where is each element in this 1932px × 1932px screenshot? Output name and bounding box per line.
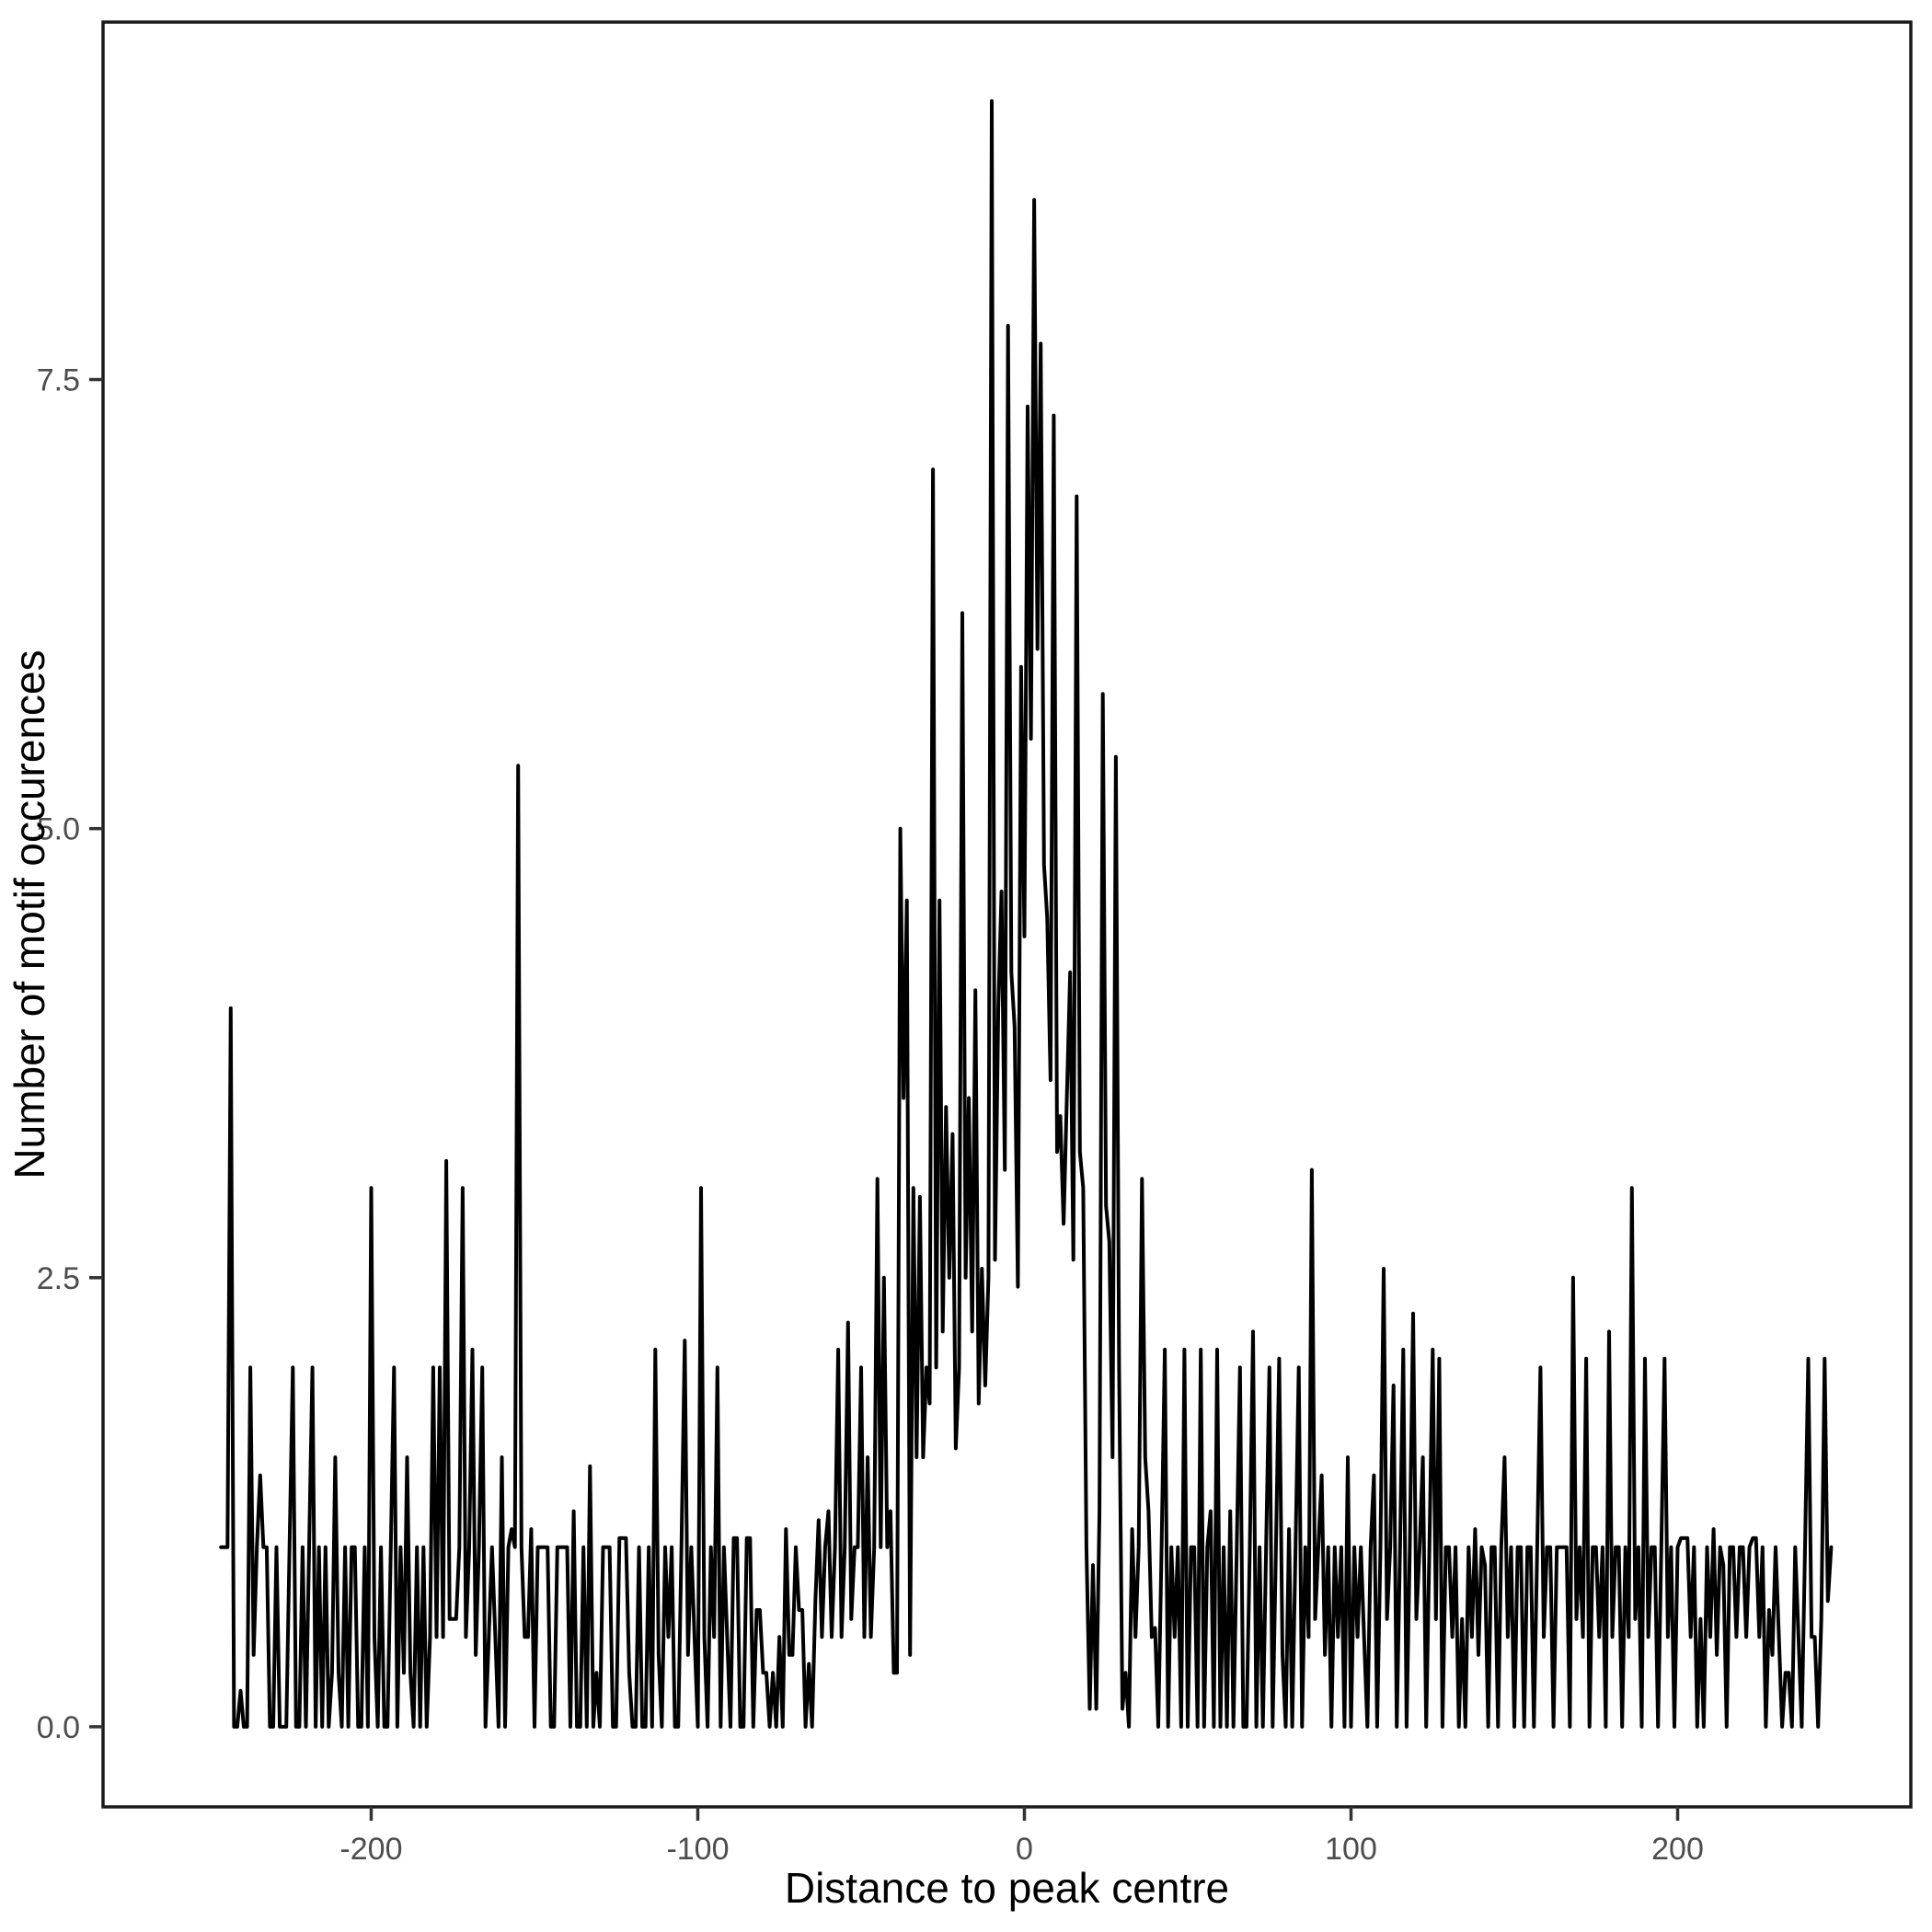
y-tick-label: 5.0 bbox=[37, 812, 80, 847]
x-axis-title: Distance to peak centre bbox=[785, 1864, 1229, 1912]
panel: -200 -100 0 100 200 0.0 2.5 5.0 7.5 bbox=[37, 20, 1913, 1867]
x-tick-label: -200 bbox=[339, 1832, 402, 1867]
x-tick-label: -100 bbox=[666, 1832, 729, 1867]
series-layer bbox=[219, 98, 1834, 1729]
x-tick-label: 200 bbox=[1651, 1832, 1704, 1867]
x-tick-label: 0 bbox=[1016, 1832, 1033, 1867]
panel-border bbox=[101, 20, 1913, 1809]
y-axis-ticks bbox=[89, 377, 103, 1729]
y-tick-label: 7.5 bbox=[37, 363, 80, 398]
motif-line bbox=[219, 98, 1834, 1729]
x-tick-label: 100 bbox=[1325, 1832, 1377, 1867]
y-axis-title: Number of motif occurences bbox=[6, 650, 53, 1179]
x-axis-tick-labels: -200 -100 0 100 200 bbox=[339, 1832, 1703, 1867]
x-axis-ticks bbox=[369, 1807, 1680, 1821]
y-axis-tick-labels: 0.0 2.5 5.0 7.5 bbox=[37, 363, 80, 1745]
y-tick-label: 0.0 bbox=[37, 1710, 80, 1745]
y-tick-label: 2.5 bbox=[37, 1261, 80, 1296]
